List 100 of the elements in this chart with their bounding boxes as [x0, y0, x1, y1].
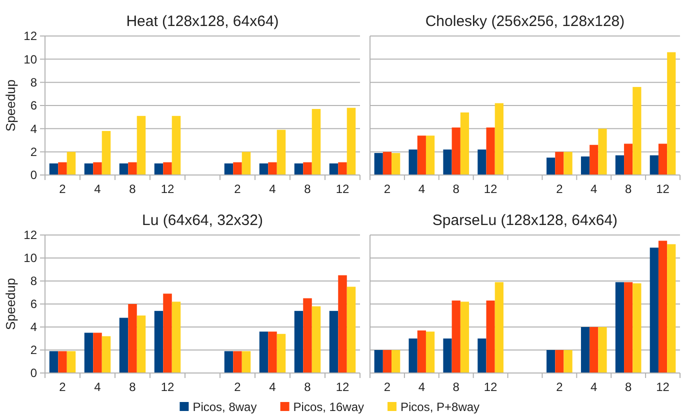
bar	[154, 163, 164, 175]
bar	[494, 282, 504, 373]
bar	[136, 316, 146, 373]
bar	[276, 334, 286, 373]
bar	[84, 163, 94, 175]
bar	[163, 162, 172, 175]
bar	[546, 158, 556, 175]
x-tick-label: 8	[304, 380, 312, 394]
bar	[392, 350, 400, 373]
bar	[580, 156, 590, 175]
x-tick-label: 4	[418, 182, 426, 196]
bar	[650, 248, 658, 373]
x-tick-label: 12	[656, 182, 670, 196]
bar	[374, 350, 383, 373]
bar	[312, 306, 321, 373]
bar	[667, 244, 676, 373]
bar	[242, 152, 251, 175]
bar	[624, 144, 633, 175]
bar	[163, 294, 172, 373]
bar	[49, 163, 58, 175]
x-tick-label: 8	[452, 380, 460, 394]
bar	[338, 162, 347, 175]
bar	[392, 152, 400, 175]
bar	[136, 116, 146, 175]
x-tick-label: 4	[269, 380, 276, 394]
x-tick-label: 12	[160, 182, 174, 196]
bar	[494, 103, 504, 175]
bar	[443, 150, 452, 175]
x-tick-label: 2	[556, 380, 564, 394]
bar	[478, 150, 486, 175]
y-tick-label: 6	[30, 98, 38, 113]
bar	[346, 286, 356, 373]
x-tick-label: 12	[484, 380, 498, 394]
y-tick-label: 8	[30, 274, 38, 288]
bar	[259, 332, 268, 373]
x-tick-label: 4	[418, 380, 426, 394]
bar	[119, 163, 128, 175]
bar	[460, 112, 470, 175]
bar	[624, 282, 633, 373]
bar	[382, 350, 392, 373]
x-tick-label: 8	[129, 380, 136, 394]
bar	[615, 282, 624, 373]
x-tick-label: 8	[304, 182, 312, 196]
x-tick-label: 2	[234, 380, 242, 394]
bar	[224, 163, 234, 175]
y-tick-label: 4	[30, 122, 38, 136]
x-tick-label: 12	[336, 182, 350, 196]
bar	[224, 351, 234, 373]
y-tick-label: 12	[24, 29, 38, 44]
y-tick-label: 10	[24, 52, 38, 66]
x-tick-label: 12	[656, 380, 670, 394]
bar	[632, 86, 642, 175]
x-tick-label: 4	[590, 182, 598, 196]
bar	[590, 144, 598, 175]
bar	[555, 350, 564, 373]
y-tick-label: 2	[30, 343, 38, 358]
bar	[417, 330, 426, 373]
bar	[408, 150, 418, 175]
bar	[93, 332, 102, 373]
bar	[303, 298, 312, 373]
x-tick-label: 8	[452, 182, 460, 196]
bar	[268, 332, 277, 373]
y-tick-label: 6	[30, 297, 38, 312]
bar	[329, 163, 338, 175]
bar	[93, 162, 102, 175]
x-tick-label: 12	[336, 380, 350, 394]
x-tick-label: 4	[269, 182, 276, 196]
bar	[486, 300, 495, 373]
bar	[172, 302, 181, 373]
bar	[417, 136, 426, 175]
chart-title: Heat (128x128, 64x64)	[126, 13, 279, 30]
bar	[128, 162, 137, 175]
bar	[346, 108, 356, 175]
chart-title: Cholesky (256x256, 128x128)	[425, 13, 625, 30]
bar	[84, 332, 94, 373]
bar	[338, 275, 347, 373]
bar	[598, 327, 607, 373]
bar	[478, 338, 486, 373]
y-tick-label: 8	[30, 76, 38, 90]
y-axis-title: Speedup	[3, 79, 18, 132]
y-tick-label: 0	[30, 168, 38, 182]
x-tick-label: 2	[384, 182, 391, 196]
bar	[374, 152, 383, 175]
bar	[650, 155, 658, 175]
bar	[452, 300, 460, 373]
y-tick-label: 12	[24, 228, 38, 242]
x-tick-label: 12	[484, 182, 498, 196]
legend-label: Picos, P+8way	[400, 400, 480, 414]
bar	[555, 152, 564, 175]
legend-label: Picos, 8way	[192, 400, 257, 414]
bar	[486, 128, 495, 175]
bar	[658, 144, 668, 175]
bar	[632, 283, 642, 373]
bar	[58, 351, 67, 373]
bar	[49, 351, 58, 373]
bar	[443, 338, 452, 373]
bar	[66, 351, 76, 373]
bar	[102, 130, 111, 175]
legend-label: Picos, 16way	[293, 400, 364, 414]
y-tick-label: 0	[30, 366, 38, 380]
